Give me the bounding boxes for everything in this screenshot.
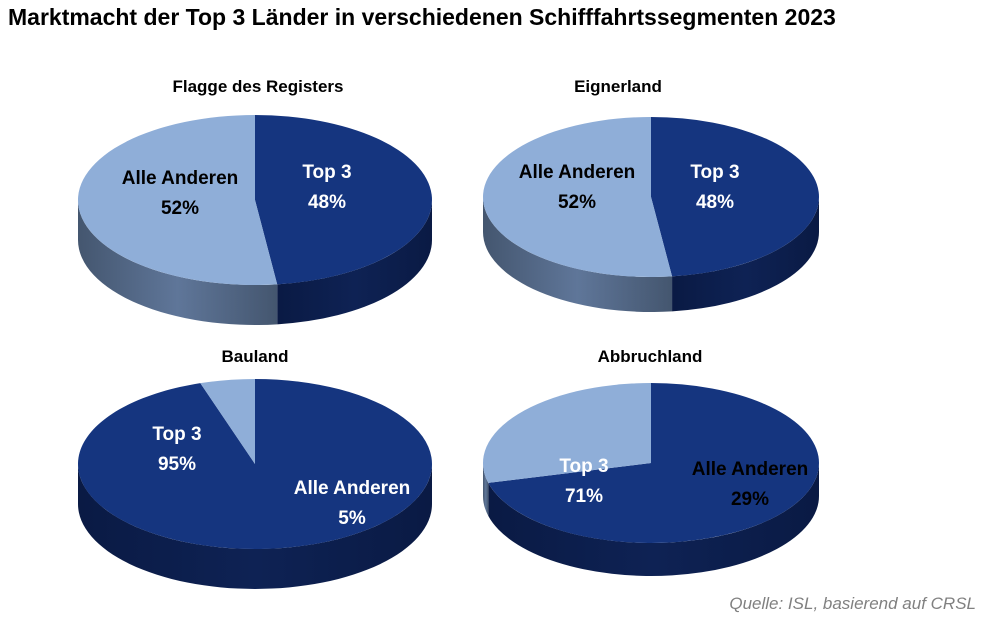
slice-value-alle-anderen: 5% <box>338 508 366 529</box>
pie-slice-alle-anderen <box>483 117 673 277</box>
pie-slice-top-3 <box>255 115 433 285</box>
pie-title: Eignerland <box>574 77 662 96</box>
slice-label-top-3: Top 3 <box>152 424 201 445</box>
pie-chart-eignerland: Eignerland Top 3 48% Alle Anderen 52% <box>483 77 820 312</box>
source-note: Quelle: ISL, basierend auf CRSL <box>729 594 976 613</box>
slice-label-top-3: Top 3 <box>302 162 351 183</box>
pie-chart-flagge-des-registers: Flagge des Registers Top 3 48% Alle Anderen… <box>78 77 433 326</box>
slice-value-top-3: 71% <box>565 486 603 507</box>
slice-label-alle-anderen: Alle Anderen <box>519 162 636 183</box>
slice-value-top-3: 48% <box>696 192 734 213</box>
slice-value-alle-anderen: 52% <box>558 192 596 213</box>
pie-slice-top-3 <box>651 117 820 277</box>
pie-side-alle-anderen <box>483 197 673 312</box>
pie-chart-abbruchland: Abbruchland Top 3 71% Alle Anderen 29% <box>483 347 820 576</box>
slice-label-alle-anderen: Alle Anderen <box>294 478 411 499</box>
pie-slice-alle-anderen <box>483 383 651 483</box>
slice-value-top-3: 48% <box>308 192 346 213</box>
pie-side-top-3 <box>277 200 432 325</box>
slice-label-top-3: Top 3 <box>690 162 739 183</box>
pie-slice-top-3 <box>488 383 820 544</box>
pie-side-alle-anderen <box>483 463 489 516</box>
pie-side-top-3 <box>488 463 819 576</box>
pie-side-alle-anderen <box>78 200 278 326</box>
slice-value-alle-anderen: 52% <box>161 198 199 219</box>
pie-side-top-3 <box>672 197 819 312</box>
pie-slice-alle-anderen <box>78 115 278 285</box>
slice-value-top-3: 95% <box>158 454 196 475</box>
pie-slice-top-3 <box>78 379 433 549</box>
slice-label-alle-anderen: Alle Anderen <box>122 168 239 189</box>
pie-slice-alle-anderen <box>200 379 255 464</box>
pie-title: Bauland <box>221 347 288 366</box>
slice-value-alle-anderen: 29% <box>731 489 769 510</box>
pie-side-top-3 <box>78 464 432 589</box>
slice-label-alle-anderen: Alle Anderen <box>692 459 809 480</box>
slice-label-top-3: Top 3 <box>559 456 608 477</box>
pie-title: Abbruchland <box>598 347 703 366</box>
pie-chart-bauland: Bauland Top 3 95% Alle Anderen 5% <box>78 347 433 589</box>
chart-title: Marktmacht der Top 3 Länder in verschied… <box>8 4 836 30</box>
pie-title: Flagge des Registers <box>172 77 343 96</box>
